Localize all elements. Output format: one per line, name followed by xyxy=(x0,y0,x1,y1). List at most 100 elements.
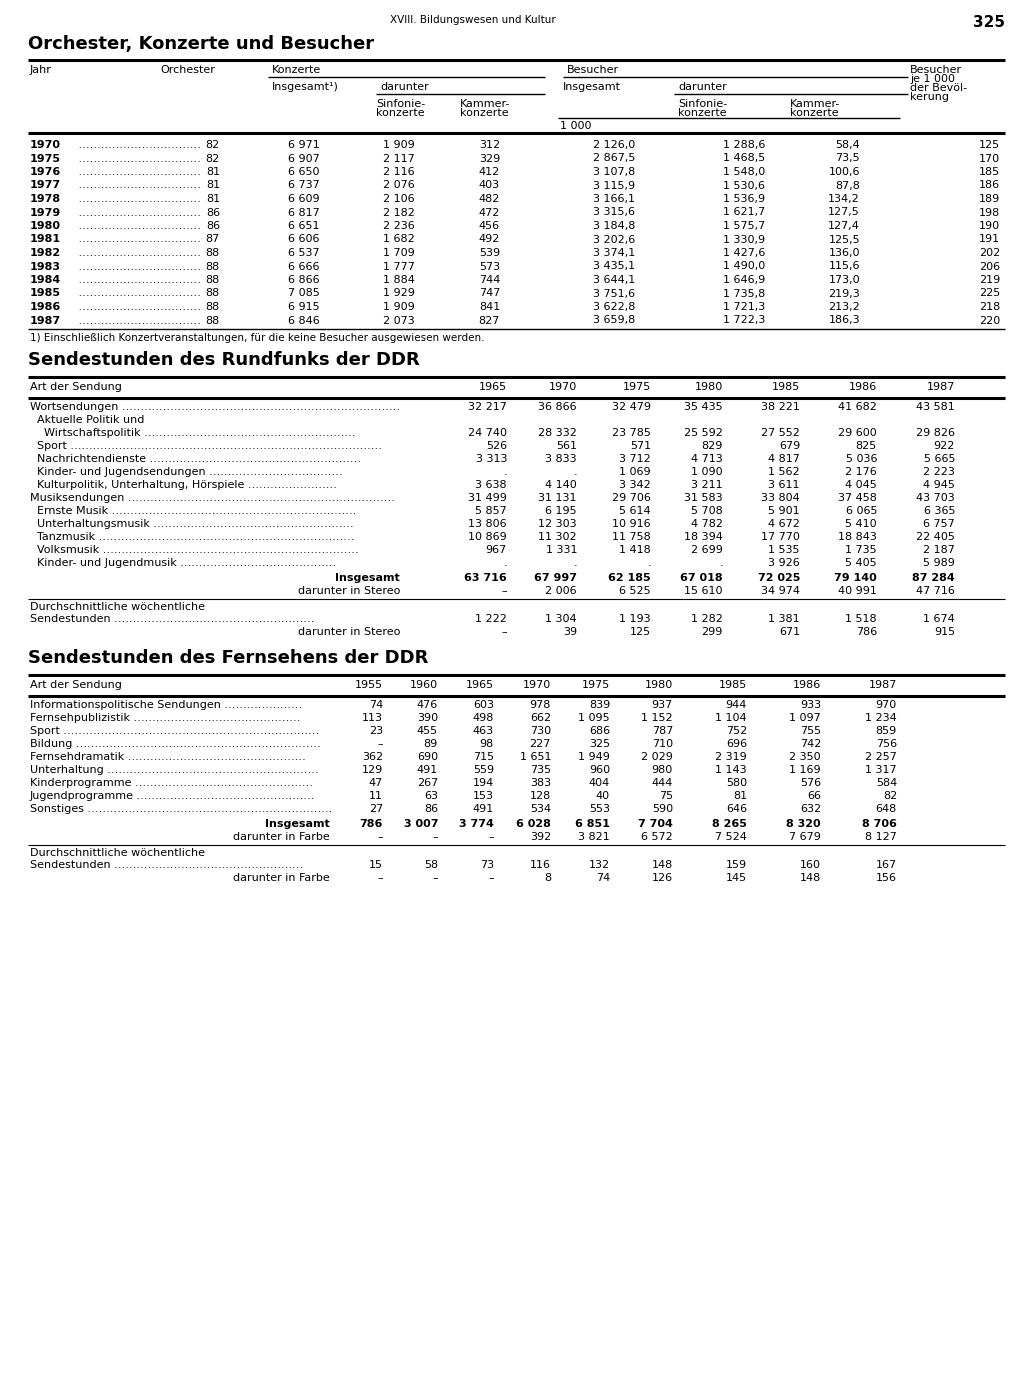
Text: 1 777: 1 777 xyxy=(383,261,415,271)
Text: 81: 81 xyxy=(733,791,746,801)
Text: 125: 125 xyxy=(630,626,651,637)
Text: –: – xyxy=(502,626,507,637)
Text: 299: 299 xyxy=(701,626,723,637)
Text: 206: 206 xyxy=(979,261,1000,271)
Text: –: – xyxy=(378,740,383,749)
Text: 13 806: 13 806 xyxy=(468,519,507,528)
Text: 2 176: 2 176 xyxy=(845,467,877,477)
Text: 2 350: 2 350 xyxy=(790,752,821,762)
Text: 1 929: 1 929 xyxy=(383,288,415,299)
Text: 7 524: 7 524 xyxy=(715,832,746,842)
Text: 1 090: 1 090 xyxy=(691,467,723,477)
Text: 3 751,6: 3 751,6 xyxy=(593,288,635,299)
Text: 220: 220 xyxy=(979,316,1000,326)
Text: 1 222: 1 222 xyxy=(475,614,507,624)
Text: 132: 132 xyxy=(589,860,610,870)
Text: 1 722,3: 1 722,3 xyxy=(723,316,765,326)
Text: 679: 679 xyxy=(778,440,800,452)
Text: 325: 325 xyxy=(973,15,1005,29)
Text: 87: 87 xyxy=(206,235,220,245)
Text: 88: 88 xyxy=(206,288,220,299)
Text: 362: 362 xyxy=(361,752,383,762)
Text: 4 817: 4 817 xyxy=(768,454,800,464)
Text: 412: 412 xyxy=(479,166,500,178)
Text: 5 410: 5 410 xyxy=(846,519,877,528)
Text: 29 706: 29 706 xyxy=(612,493,651,503)
Text: .: . xyxy=(720,558,723,568)
Text: ……………………………: …………………………… xyxy=(75,221,201,231)
Text: 5 989: 5 989 xyxy=(923,558,955,568)
Text: 3 659,8: 3 659,8 xyxy=(593,316,635,326)
Text: 6 846: 6 846 xyxy=(288,316,319,326)
Text: 75: 75 xyxy=(658,791,673,801)
Text: Art der Sendung: Art der Sendung xyxy=(30,679,122,691)
Text: 145: 145 xyxy=(726,872,746,884)
Text: 590: 590 xyxy=(652,804,673,814)
Text: 3 315,6: 3 315,6 xyxy=(593,207,635,218)
Text: 58,4: 58,4 xyxy=(836,140,860,150)
Text: 126: 126 xyxy=(652,872,673,884)
Text: 86: 86 xyxy=(206,207,220,218)
Text: 31 499: 31 499 xyxy=(468,493,507,503)
Text: 213,2: 213,2 xyxy=(828,302,860,312)
Text: 6 028: 6 028 xyxy=(516,819,551,829)
Text: 1975: 1975 xyxy=(582,679,610,691)
Text: .: . xyxy=(647,558,651,568)
Text: 671: 671 xyxy=(779,626,800,637)
Text: 1 000: 1 000 xyxy=(560,122,592,131)
Text: 2 076: 2 076 xyxy=(383,180,415,190)
Text: Orchester: Orchester xyxy=(160,64,215,75)
Text: 98: 98 xyxy=(480,740,494,749)
Text: 3 342: 3 342 xyxy=(620,480,651,491)
Text: 4 713: 4 713 xyxy=(691,454,723,464)
Text: 88: 88 xyxy=(206,247,220,259)
Text: 1 949: 1 949 xyxy=(579,752,610,762)
Text: Sendestunden ………………………………………………: Sendestunden ……………………………………………… xyxy=(30,614,314,624)
Text: 15: 15 xyxy=(369,860,383,870)
Text: 1) Einschließlich Konzertveranstaltungen, für die keine Besucher ausgewiesen wer: 1) Einschließlich Konzertveranstaltungen… xyxy=(30,333,484,343)
Text: 1 562: 1 562 xyxy=(768,467,800,477)
Text: Sonstiges …………………………………………………………: Sonstiges ………………………………………………………… xyxy=(30,804,332,814)
Text: 1976: 1976 xyxy=(30,166,61,178)
Text: 88: 88 xyxy=(206,261,220,271)
Text: 3 821: 3 821 xyxy=(579,832,610,842)
Text: 2 106: 2 106 xyxy=(383,194,415,204)
Text: 3 833: 3 833 xyxy=(546,454,577,464)
Text: 7 085: 7 085 xyxy=(288,288,319,299)
Text: 970: 970 xyxy=(876,700,897,710)
Text: 632: 632 xyxy=(800,804,821,814)
Text: 18 394: 18 394 xyxy=(684,533,723,542)
Text: 696: 696 xyxy=(726,740,746,749)
Text: 1 331: 1 331 xyxy=(546,545,577,555)
Text: 498: 498 xyxy=(473,713,494,723)
Text: 25 592: 25 592 xyxy=(684,428,723,438)
Text: 3 107,8: 3 107,8 xyxy=(593,166,635,178)
Text: 1 381: 1 381 xyxy=(768,614,800,624)
Text: 715: 715 xyxy=(473,752,494,762)
Text: 32 217: 32 217 xyxy=(468,403,507,412)
Text: ……………………………: …………………………… xyxy=(75,207,201,218)
Text: Informationspolitische Sendungen …………………: Informationspolitische Sendungen ………………… xyxy=(30,700,302,710)
Text: XVIII. Bildungswesen und Kultur: XVIII. Bildungswesen und Kultur xyxy=(390,15,556,25)
Text: 4 140: 4 140 xyxy=(545,480,577,491)
Text: 87,8: 87,8 xyxy=(836,180,860,190)
Text: 58: 58 xyxy=(424,860,438,870)
Text: 2 073: 2 073 xyxy=(383,316,415,326)
Text: 1977: 1977 xyxy=(30,180,61,190)
Text: Volksmusik ……………………………………………………………: Volksmusik …………………………………………………………… xyxy=(30,545,358,555)
Text: 153: 153 xyxy=(473,791,494,801)
Text: 3 115,9: 3 115,9 xyxy=(593,180,635,190)
Text: 3 622,8: 3 622,8 xyxy=(593,302,635,312)
Text: 1 468,5: 1 468,5 xyxy=(723,154,765,164)
Text: 88: 88 xyxy=(206,302,220,312)
Text: darunter in Stereo: darunter in Stereo xyxy=(298,586,400,596)
Text: 1986: 1986 xyxy=(30,302,61,312)
Text: ……………………………: …………………………… xyxy=(75,154,201,164)
Text: 81: 81 xyxy=(206,194,220,204)
Text: 915: 915 xyxy=(934,626,955,637)
Text: konzerte: konzerte xyxy=(376,108,425,117)
Text: 8 265: 8 265 xyxy=(712,819,746,829)
Text: 1 884: 1 884 xyxy=(383,275,415,285)
Text: 156: 156 xyxy=(876,872,897,884)
Text: 403: 403 xyxy=(479,180,500,190)
